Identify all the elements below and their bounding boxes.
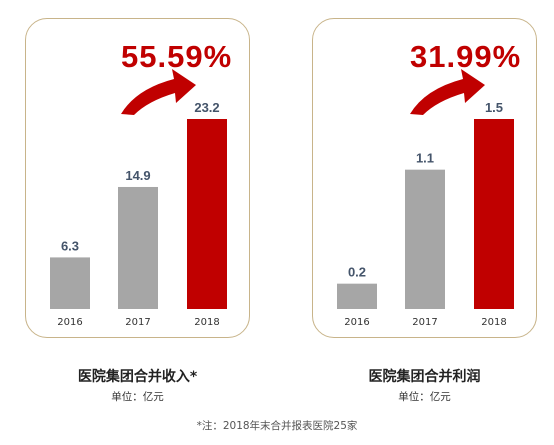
revenue-chart-title: 医院集团合并收入* — [77, 369, 198, 385]
profit-chart: 0.2 2016 1.1 2017 1.5 2018 — [337, 69, 514, 328]
revenue-chart-unit: 单位：亿元 — [111, 391, 164, 403]
bar-2018 — [474, 119, 514, 309]
revenue-growth-label: 55.59% — [121, 39, 233, 74]
value-label-2016: 0.2 — [348, 265, 366, 280]
value-label-2016: 6.3 — [61, 238, 79, 253]
value-label-2017: 1.1 — [416, 151, 434, 166]
bar-2017 — [405, 169, 445, 309]
bar-2016 — [337, 283, 377, 309]
growth-arrow-icon — [410, 69, 485, 115]
value-label-2018: 1.5 — [485, 100, 503, 115]
footnote: *注：2018年末合并报表医院25家 — [196, 420, 358, 432]
x-tick-label-2017: 2017 — [412, 317, 437, 328]
value-label-2018: 23.2 — [194, 100, 219, 115]
growth-arrow-icon — [121, 69, 196, 115]
revenue-chart: 6.3 2016 14.9 2017 23.2 2018 — [50, 69, 227, 328]
x-tick-label-2018: 2018 — [481, 317, 506, 328]
x-tick-label-2016: 2016 — [344, 317, 369, 328]
x-tick-label-2016: 2016 — [57, 317, 82, 328]
x-tick-label-2017: 2017 — [125, 317, 150, 328]
revenue-chart-panel: 6.3 2016 14.9 2017 23.2 2018 55.59% — [25, 18, 250, 338]
profit-chart-panel: 0.2 2016 1.1 2017 1.5 2018 31.99% — [312, 18, 537, 338]
value-label-2017: 14.9 — [125, 168, 150, 183]
profit-chart-unit: 单位：亿元 — [398, 391, 451, 403]
bar-2017 — [118, 186, 158, 309]
profit-growth-label: 31.99% — [410, 39, 522, 74]
bar-2018 — [187, 119, 227, 309]
bar-2016 — [50, 257, 90, 309]
x-tick-label-2018: 2018 — [194, 317, 219, 328]
profit-chart-title: 医院集团合并利润 — [368, 369, 481, 385]
